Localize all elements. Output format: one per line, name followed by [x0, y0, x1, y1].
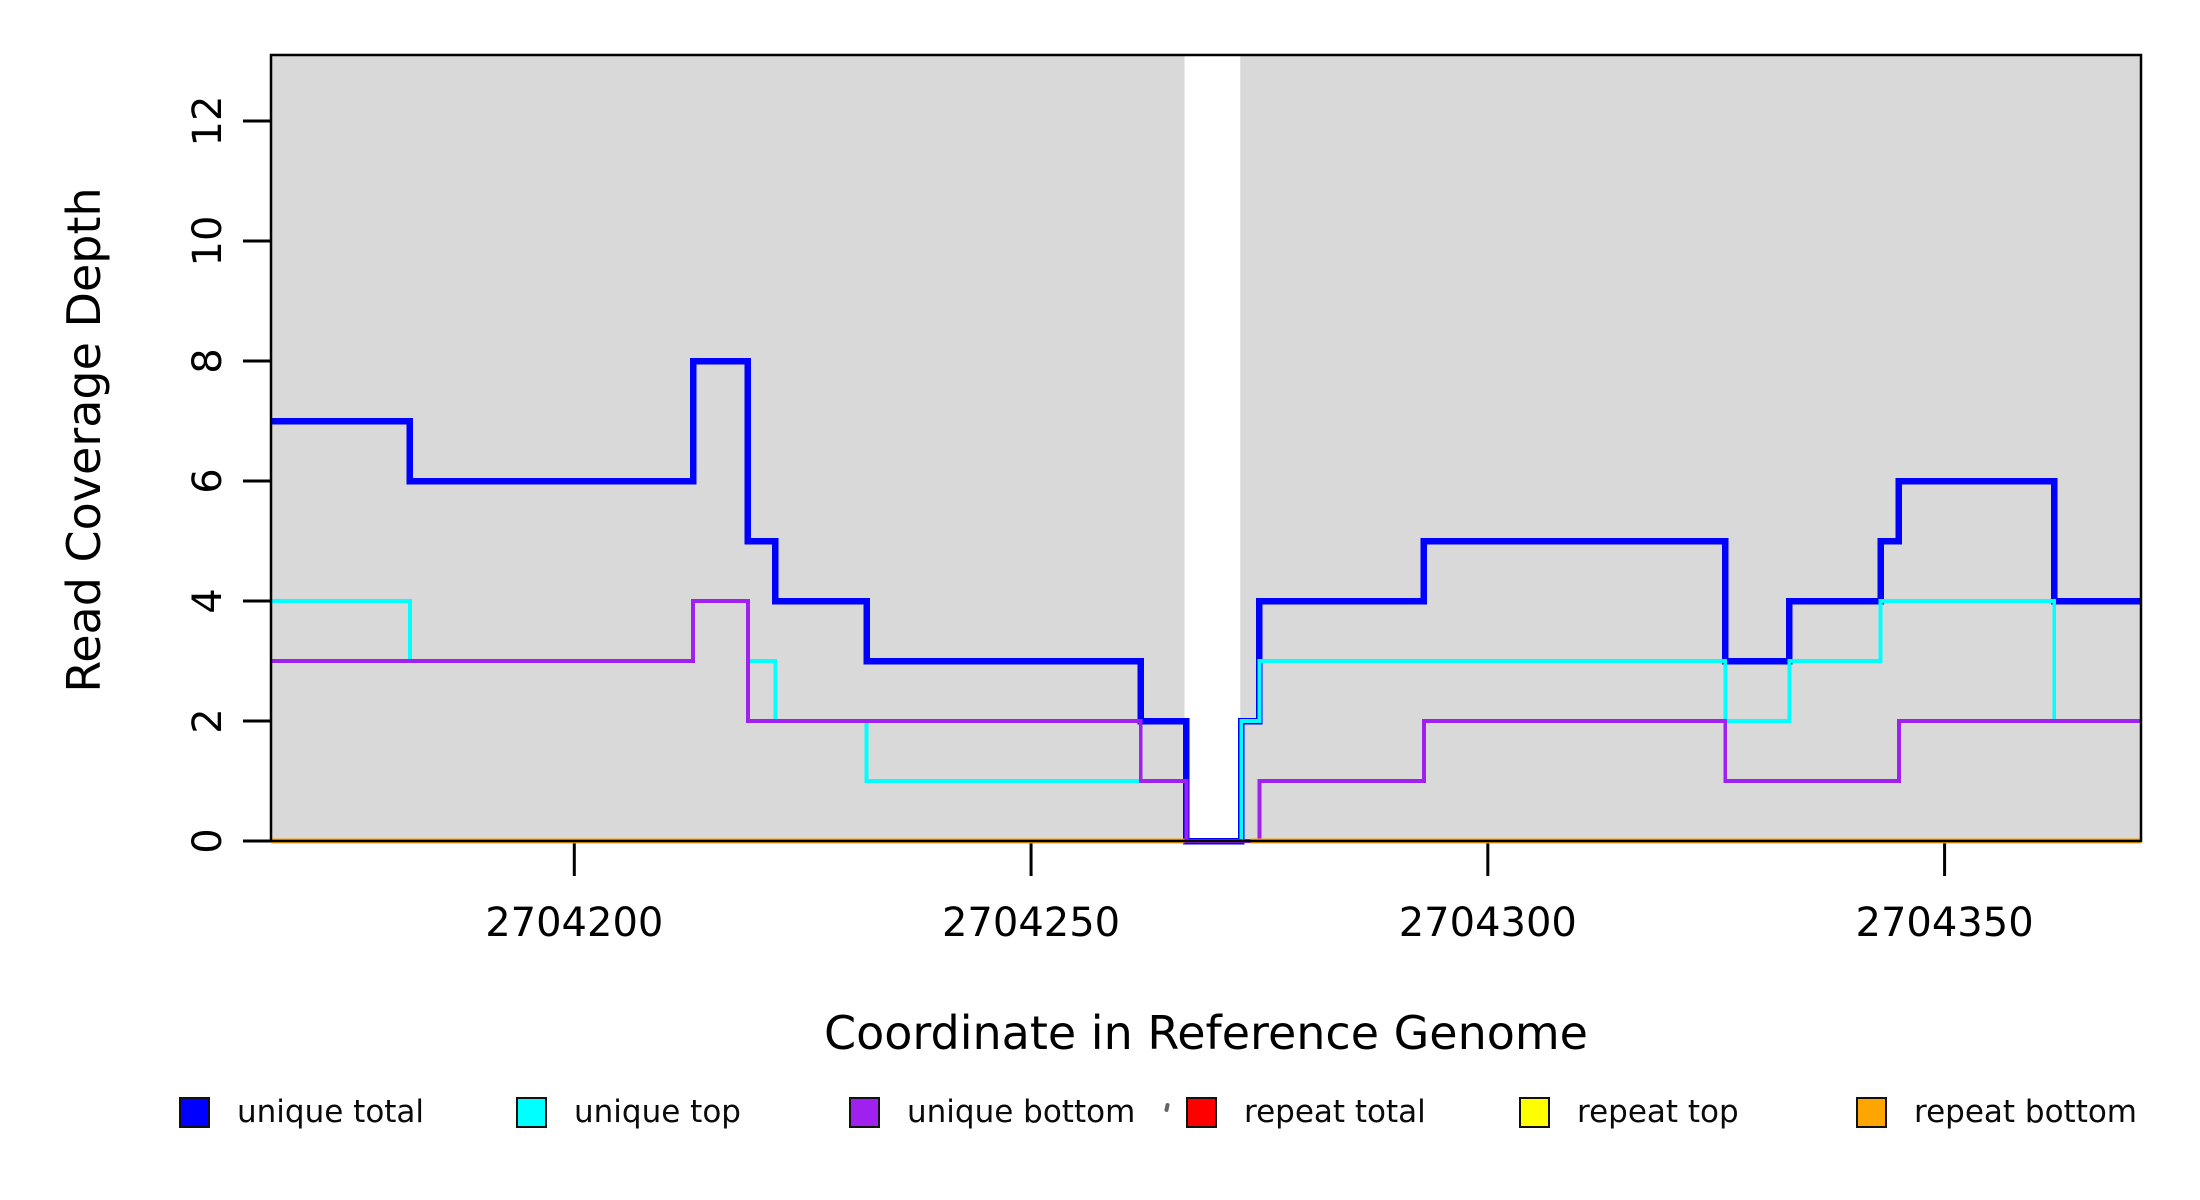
y-tick-label: 8 [185, 348, 231, 373]
legend-label: unique bottom [907, 1094, 1136, 1130]
legend-swatch-repeat-top [1519, 1096, 1550, 1128]
plot-frame [269, 53, 2143, 843]
y-tick-label: 4 [185, 588, 231, 613]
legend-item-repeat-total: repeat total [1186, 1094, 1426, 1130]
y-tick-label: 12 [185, 96, 231, 147]
x-tick-label: 2704350 [1856, 900, 2034, 946]
y-tick-label: 6 [185, 468, 231, 493]
legend-item-repeat-bottom: repeat bottom [1856, 1094, 2137, 1130]
legend-label: repeat total [1244, 1094, 1426, 1130]
legend-label: unique top [574, 1094, 741, 1130]
legend-label: repeat top [1577, 1094, 1739, 1130]
legend-swatch-unique-total [179, 1096, 210, 1128]
legend-item-unique-total: unique total [179, 1094, 424, 1130]
legend-swatch-repeat-bottom [1856, 1096, 1887, 1128]
legend-item-repeat-top: repeat top [1519, 1094, 1739, 1130]
x-tick-label: 2704300 [1399, 900, 1577, 946]
legend-label: repeat bottom [1914, 1094, 2138, 1130]
x-tick-label: 2704250 [942, 900, 1120, 946]
y-axis-title: Read Coverage Depth [57, 187, 111, 693]
legend-swatch-repeat-total [1186, 1096, 1217, 1128]
plot-background-right [1240, 55, 2141, 841]
legend-item-unique-bottom: unique bottom [849, 1094, 1135, 1130]
x-axis-title: Coordinate in Reference Genome [824, 1006, 1588, 1060]
legend-label: unique total [237, 1094, 425, 1130]
legend-swatch-unique-bottom [849, 1096, 880, 1128]
legend-item-unique-top: unique top [516, 1094, 741, 1130]
plot-background-left [271, 55, 1185, 841]
x-tick-label: 2704200 [485, 900, 663, 946]
y-tick-label: 2 [185, 708, 231, 733]
y-tick-label: 10 [185, 216, 231, 267]
legend-swatch-unique-top [516, 1096, 547, 1128]
y-tick-label: 0 [185, 828, 231, 853]
